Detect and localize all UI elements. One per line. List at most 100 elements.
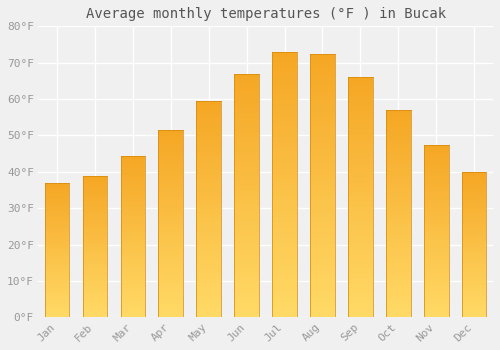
Bar <box>158 216 183 220</box>
Bar <box>44 215 70 218</box>
Bar <box>272 94 297 100</box>
Bar <box>310 117 335 122</box>
Bar <box>196 292 221 296</box>
Bar <box>310 196 335 201</box>
Bar <box>196 244 221 248</box>
Bar <box>234 196 259 201</box>
Bar <box>120 214 145 217</box>
Bar <box>424 169 448 172</box>
Bar <box>386 114 410 118</box>
Bar <box>386 185 410 189</box>
Bar <box>348 207 372 212</box>
Bar <box>462 181 486 183</box>
Bar <box>272 121 297 126</box>
Bar <box>386 164 410 168</box>
Bar <box>310 69 335 75</box>
Bar <box>44 231 70 234</box>
Bar <box>158 314 183 317</box>
Bar <box>310 307 335 312</box>
Bar <box>424 165 448 169</box>
Bar <box>158 156 183 160</box>
Bar <box>386 139 410 143</box>
Bar <box>310 249 335 254</box>
Bar <box>234 118 259 122</box>
Bar <box>158 265 183 269</box>
Bar <box>158 299 183 302</box>
Bar <box>348 212 372 217</box>
Bar <box>234 234 259 239</box>
Bar <box>462 265 486 268</box>
Bar <box>386 247 410 251</box>
Bar <box>272 137 297 142</box>
Bar <box>234 201 259 205</box>
Bar <box>120 301 145 304</box>
Bar <box>158 269 183 273</box>
Bar <box>348 101 372 106</box>
Bar <box>234 230 259 235</box>
Bar <box>310 233 335 238</box>
Bar <box>424 203 448 207</box>
Bar <box>158 273 183 276</box>
Bar <box>462 277 486 280</box>
Bar <box>158 168 183 171</box>
Bar <box>158 310 183 314</box>
Bar <box>120 295 145 298</box>
Bar <box>120 259 145 262</box>
Bar <box>310 286 335 291</box>
Bar <box>462 216 486 218</box>
Bar <box>234 122 259 127</box>
Bar <box>310 80 335 85</box>
Bar <box>158 235 183 239</box>
Bar <box>272 163 297 169</box>
Bar <box>462 274 486 277</box>
Bar <box>386 301 410 305</box>
Bar <box>158 224 183 228</box>
Bar <box>348 135 372 140</box>
Bar <box>234 78 259 83</box>
Bar <box>348 240 372 245</box>
Bar <box>158 138 183 141</box>
Bar <box>158 220 183 224</box>
Bar <box>386 131 410 135</box>
Bar <box>272 73 297 78</box>
Bar <box>196 162 221 166</box>
Bar <box>44 218 70 220</box>
Bar <box>82 309 108 312</box>
Bar <box>310 281 335 286</box>
Bar <box>82 286 108 289</box>
Bar <box>234 132 259 137</box>
Bar <box>82 255 108 258</box>
Bar <box>196 283 221 287</box>
Bar <box>82 212 108 215</box>
Bar <box>424 273 448 276</box>
Bar <box>120 159 145 162</box>
Bar <box>158 145 183 149</box>
Bar <box>462 280 486 282</box>
Bar <box>386 135 410 139</box>
Bar <box>158 179 183 182</box>
Bar <box>424 279 448 283</box>
Bar <box>348 106 372 111</box>
Bar <box>196 309 221 313</box>
Bar <box>158 250 183 254</box>
Bar <box>196 201 221 205</box>
Bar <box>120 311 145 314</box>
Bar <box>120 224 145 227</box>
Bar <box>272 270 297 275</box>
Bar <box>234 74 259 78</box>
Bar <box>196 274 221 279</box>
Bar <box>44 285 70 288</box>
Bar <box>424 262 448 266</box>
Bar <box>272 89 297 94</box>
Bar <box>272 275 297 280</box>
Bar <box>44 191 70 194</box>
Bar <box>386 280 410 284</box>
Bar <box>272 110 297 116</box>
Bar <box>386 205 410 210</box>
Bar <box>234 88 259 93</box>
Bar <box>158 164 183 168</box>
Bar <box>234 103 259 108</box>
Bar <box>462 309 486 312</box>
Bar <box>196 279 221 283</box>
Bar <box>234 293 259 298</box>
